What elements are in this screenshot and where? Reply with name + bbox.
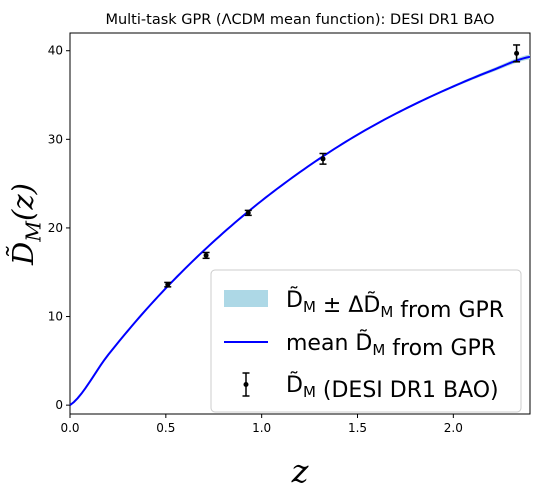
data-marker (320, 156, 326, 162)
legend-label-points: D̃M (DESI DR1 BAO) (286, 372, 499, 403)
legend-entries: D̃M ± ΔD̃M from GPR mean D̃M from GPR D̃M … (224, 287, 504, 403)
x-tick-label: 1.5 (348, 421, 367, 435)
data-point (244, 209, 252, 217)
y-axis-label: D̃M(z) (6, 183, 46, 266)
x-label-group: z (291, 452, 310, 490)
y-tick-label: 0 (55, 398, 63, 412)
legend-label-band: D̃M ± ΔD̃M from GPR (286, 287, 504, 323)
y-label-text: D̃M(z) (6, 183, 46, 266)
y-label-group: D̃M(z) (6, 183, 46, 266)
data-point (164, 281, 172, 288)
y-tick-label: 40 (48, 44, 63, 58)
x-tick-label: 1.0 (252, 421, 271, 435)
data-marker (165, 282, 171, 288)
points-layer (164, 44, 521, 288)
x-tick-label: 2.0 (444, 421, 463, 435)
data-marker (514, 50, 520, 56)
y-axis-ticks: 0 10 20 30 40 (48, 44, 70, 412)
legend-errorbar-marker (243, 382, 249, 387)
legend-band-swatch (224, 290, 268, 307)
x-tick-label: 0.0 (60, 421, 79, 435)
data-point (319, 152, 327, 165)
x-axis-ticks: 0.0 0.5 1.0 1.5 2.0 (60, 414, 463, 435)
data-marker (203, 252, 209, 258)
gpr-mean-line (69, 55, 531, 406)
legend: D̃M ± ΔD̃M from GPR mean D̃M from GPR D̃M … (210, 269, 522, 413)
legend-box (210, 269, 522, 413)
y-tick-label: 20 (48, 221, 63, 235)
x-label-text: z (291, 452, 310, 490)
y-tick-label: 30 (48, 132, 63, 146)
line-layer (69, 55, 531, 406)
x-axis-label: z (291, 452, 310, 490)
x-tick-label: 0.5 (156, 421, 175, 435)
legend-label-line: mean D̃M from GPR (286, 330, 496, 361)
data-marker (245, 210, 251, 216)
data-point (202, 251, 210, 260)
chart-title: Multi-task GPR (ΛCDM mean function): DES… (105, 12, 494, 28)
y-tick-label: 10 (48, 310, 63, 324)
data-point (513, 44, 521, 63)
